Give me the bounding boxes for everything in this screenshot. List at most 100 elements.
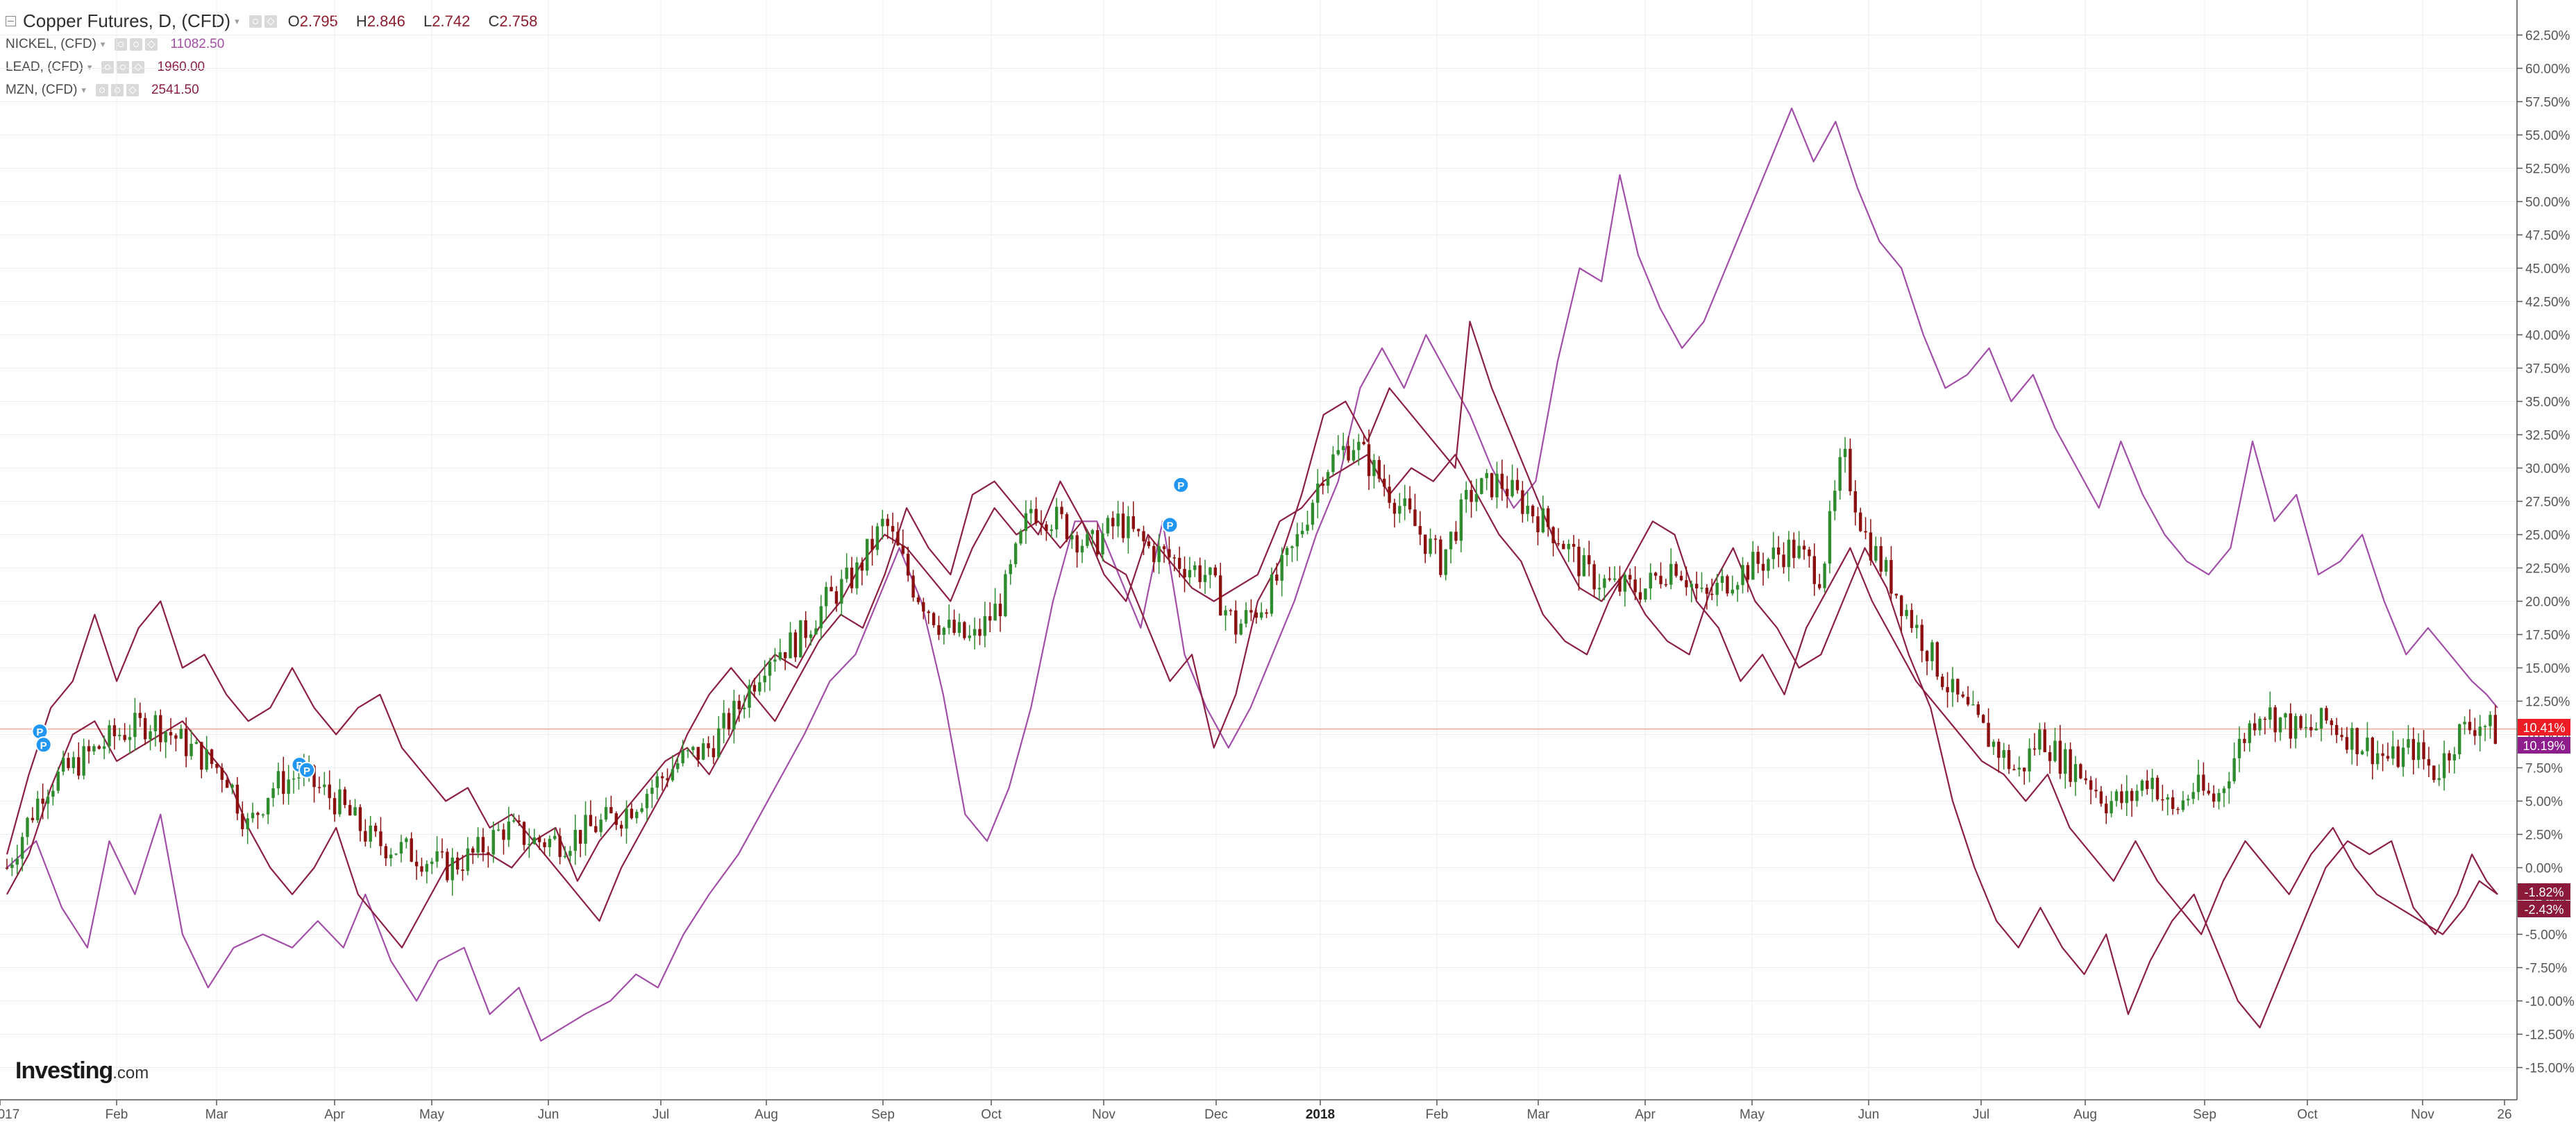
candle-body (1833, 491, 1837, 511)
candle-body (399, 842, 403, 854)
candle-body (2432, 765, 2436, 781)
candle-body (2161, 799, 2164, 801)
candle-body (1521, 490, 1524, 514)
candle-body (1433, 538, 1438, 540)
candle-body (282, 771, 285, 794)
settings-icon[interactable] (249, 15, 262, 28)
candle-body (1316, 483, 1320, 503)
candle-body (1971, 704, 1975, 706)
settings-icon[interactable] (110, 83, 124, 96)
candle-body (1787, 539, 1791, 568)
candle-body (916, 597, 920, 602)
candle-body (1295, 534, 1299, 547)
candle-body (507, 822, 511, 840)
candle-body (466, 848, 470, 872)
candle-body (2411, 739, 2416, 760)
candle-body (1572, 543, 1576, 547)
chevron-down-icon[interactable]: ▾ (81, 84, 86, 95)
candle-body (1070, 535, 1074, 540)
candle-body (2427, 759, 2431, 766)
legend-symbol-nickel[interactable]: NICKEL, (CFD) (6, 36, 96, 51)
candle-body (722, 713, 725, 729)
candle-body (537, 837, 541, 842)
settings-icon[interactable] (130, 37, 143, 51)
candle-body (1116, 513, 1120, 527)
y-tick-label: 32.50% (2525, 429, 2570, 443)
candle-body (563, 856, 567, 858)
candle-body (1982, 715, 1985, 723)
candle-body (2375, 753, 2380, 765)
candle-body (2166, 797, 2169, 800)
candle-body (773, 659, 777, 662)
x-tick-label: Dec (1204, 1107, 1228, 1122)
candle-body (1480, 478, 1483, 494)
x-tick-label: May (1740, 1107, 1765, 1122)
candle-body (1490, 473, 1494, 498)
chevron-down-icon[interactable]: ▾ (87, 61, 92, 72)
candle-body (2207, 790, 2210, 794)
candle-body (287, 779, 290, 794)
close-icon[interactable] (132, 60, 145, 74)
x-tick-label: Apr (1635, 1107, 1656, 1122)
candle-body (1372, 459, 1376, 477)
collapse-legend-button[interactable] (6, 16, 16, 26)
main-series-title[interactable]: Copper Futures, D, (CFD) (23, 10, 231, 31)
candle-body (461, 869, 464, 872)
visibility-icon[interactable] (95, 83, 108, 96)
series-line-mzn (6, 454, 2498, 949)
x-tick-label: Oct (981, 1107, 1002, 1122)
candle-body (1347, 445, 1350, 461)
candle-body (983, 616, 987, 636)
candle-body (1582, 555, 1586, 577)
candle-body (1889, 560, 1893, 594)
candle-body (1234, 610, 1238, 635)
y-tick-label: 17.50% (2525, 629, 2570, 643)
candle-body (1259, 612, 1263, 618)
marker-circle (1172, 476, 1190, 493)
legend-symbol-mzn[interactable]: MZN, (CFD) (6, 82, 78, 97)
candle-body (2299, 715, 2303, 729)
candle-body (451, 857, 454, 881)
candle-body (1551, 527, 1555, 543)
candle-body (1029, 509, 1033, 513)
candle-body (1899, 595, 1903, 616)
candle-body (2135, 790, 2139, 801)
candle-body (1653, 572, 1658, 576)
candle-body (1050, 529, 1053, 532)
candle-body (1613, 578, 1617, 580)
legend-symbol-lead[interactable]: LEAD, (CFD) (6, 59, 83, 74)
candle-body (1956, 679, 1960, 695)
candle-body (1674, 563, 1678, 576)
candle-body (2273, 707, 2277, 733)
visibility-icon[interactable] (115, 37, 128, 51)
candle-body (487, 852, 490, 855)
candle-body (1669, 563, 1673, 585)
candle-body (2478, 726, 2482, 736)
candle-body (425, 864, 429, 872)
chevron-down-icon[interactable]: ▾ (235, 15, 239, 26)
candle-body (2002, 750, 2005, 758)
candle-body (502, 829, 505, 840)
candle-body (1362, 441, 1365, 445)
candle-body (1997, 741, 2001, 758)
chevron-down-icon[interactable]: ▾ (100, 38, 106, 49)
close-icon[interactable] (145, 37, 158, 51)
y-tick-label: -7.50% (2525, 962, 2567, 976)
candle-body (809, 634, 813, 638)
close-icon[interactable] (264, 15, 277, 28)
close-icon[interactable] (126, 83, 139, 96)
candle-body (1541, 508, 1545, 533)
last-value-badge: -2.43% (2518, 901, 2570, 917)
candle-body (1812, 556, 1817, 584)
candle-body (942, 627, 946, 635)
candle-body (1925, 651, 1929, 661)
visibility-icon[interactable] (101, 60, 115, 74)
settings-icon[interactable] (117, 60, 130, 74)
candle-body (2012, 769, 2016, 770)
candle-body (891, 526, 895, 532)
candle-body (993, 603, 997, 621)
candle-body (707, 743, 710, 749)
candle-body (1685, 580, 1688, 588)
candle-body (2325, 708, 2328, 721)
